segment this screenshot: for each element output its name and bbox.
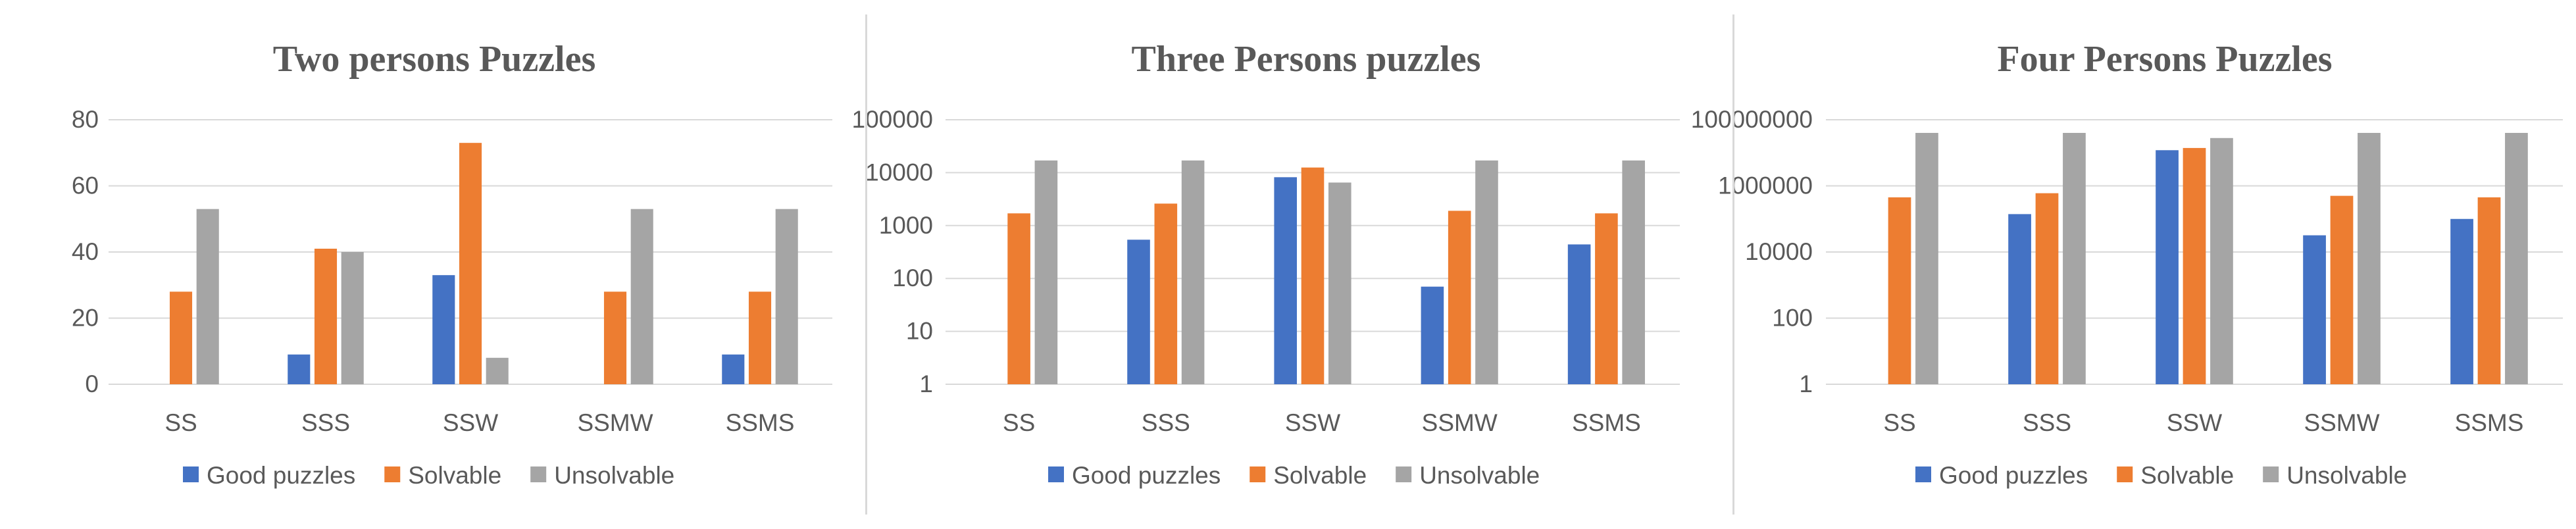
y-tick-label: 10000 (865, 159, 933, 186)
bar-solvable-ssw (1301, 167, 1325, 384)
x-tick-label: SSMS (1572, 409, 1641, 436)
y-tick-label: 20 (72, 305, 99, 332)
bar-unsolvable-sss (1181, 160, 1205, 385)
bar-unsolvable-ssw (486, 357, 509, 384)
chart-title-1: Two persons Puzzles (273, 39, 596, 80)
bar-unsolvable-ssms (1622, 160, 1645, 385)
x-tick-label: SSS (301, 409, 350, 436)
legend-label: Unsolvable (554, 462, 674, 489)
x-tick-label: SSMW (2304, 409, 2379, 436)
y-tick-label: 0 (85, 370, 99, 397)
x-tick-label: SSS (1142, 409, 1190, 436)
x-tick-label: SS (1883, 409, 1915, 436)
legend-swatch (2263, 466, 2279, 482)
legend-label: Solvable (408, 462, 501, 489)
bar-solvable-sss (2035, 193, 2059, 384)
bar-unsolvable-sss (341, 252, 364, 384)
x-tick-label: SS (1003, 409, 1035, 436)
legend-swatch (2117, 466, 2133, 482)
legend-swatch (1396, 466, 1412, 482)
y-tick-label: 100 (1772, 305, 1813, 332)
bar-good-puzzles-ssms (2450, 218, 2473, 384)
legend-label: Good puzzles (207, 462, 355, 489)
y-tick-label: 10000 (1745, 238, 1813, 265)
legend-label: Solvable (2140, 462, 2234, 489)
x-tick-label: SSW (2167, 409, 2222, 436)
bar-good-puzzles-ssw (1274, 177, 1298, 384)
y-tick-label: 10 (906, 318, 933, 345)
legend-label: Good puzzles (1939, 462, 2088, 489)
panel-divider-1 (865, 14, 867, 515)
bar-solvable-ssms (2477, 197, 2501, 384)
y-tick-label: 40 (72, 238, 99, 265)
y-tick-label: 100000 (852, 106, 933, 133)
y-tick-label: 60 (72, 172, 99, 199)
bar-solvable-ssw (2183, 147, 2206, 385)
bar-unsolvable-ssw (2210, 138, 2233, 384)
y-tick-label: 100 (892, 264, 933, 291)
bar-solvable-ss (1007, 213, 1030, 384)
x-tick-label: SSW (1285, 409, 1340, 436)
legend-label: Unsolvable (2286, 462, 2407, 489)
legend-swatch (1048, 466, 1064, 482)
bar-solvable-ss (169, 291, 193, 384)
bar-good-puzzles-ssmw (2303, 235, 2326, 384)
bar-good-puzzles-sss (1127, 239, 1150, 384)
y-tick-label: 100000000 (1691, 106, 1813, 133)
legend-label: Solvable (1273, 462, 1367, 489)
bar-solvable-ssmw (603, 291, 627, 384)
legend-swatch (1250, 466, 1266, 482)
bar-solvable-sss (314, 248, 338, 384)
bar-solvable-ssmw (2330, 195, 2354, 384)
x-tick-label: SSMS (726, 409, 795, 436)
x-tick-label: SSMS (2455, 409, 2524, 436)
legend-swatch (384, 466, 401, 482)
bar-solvable-ssw (459, 143, 482, 385)
bar-unsolvable-ssms (775, 209, 798, 384)
legend-swatch (1915, 466, 1931, 482)
bar-good-puzzles-sss (2008, 214, 2031, 384)
bar-good-puzzles-ssmw (1421, 286, 1444, 384)
bar-unsolvable-ss (1034, 160, 1058, 385)
y-tick-label: 1 (1799, 370, 1813, 397)
bar-unsolvable-sss (2063, 132, 2086, 384)
bar-solvable-ssmw (1448, 211, 1471, 384)
bar-unsolvable-ssw (1328, 182, 1351, 384)
y-tick-label: 1 (919, 370, 933, 397)
chart-title-2: Three Persons puzzles (1132, 39, 1481, 80)
x-tick-label: SS (164, 409, 197, 436)
x-tick-label: SSMW (577, 409, 653, 436)
y-tick-label: 80 (72, 106, 99, 133)
bar-unsolvable-ssmw (630, 209, 653, 384)
bar-unsolvable-ssms (2505, 132, 2528, 384)
bar-good-puzzles-ssms (1567, 244, 1591, 384)
panel-divider-2 (1732, 14, 1734, 515)
legend-label: Good puzzles (1072, 462, 1221, 489)
bar-solvable-ssms (1595, 213, 1618, 384)
x-tick-label: SSS (2023, 409, 2071, 436)
legend-swatch (183, 466, 199, 482)
y-tick-label: 1000 (879, 212, 933, 239)
x-tick-label: SSW (443, 409, 498, 436)
x-tick-label: SSMW (1422, 409, 1498, 436)
bar-unsolvable-ssmw (1475, 160, 1498, 385)
legend-label: Unsolvable (1419, 462, 1540, 489)
chart-title-3: Four Persons Puzzles (1997, 39, 2332, 80)
bar-solvable-ssms (748, 291, 772, 384)
bar-solvable-sss (1154, 203, 1178, 384)
legend-swatch (530, 466, 547, 482)
bar-good-puzzles-ssw (432, 275, 455, 384)
bar-solvable-ss (1888, 197, 1911, 384)
bar-unsolvable-ss (1915, 132, 1938, 384)
bar-unsolvable-ssmw (2358, 132, 2381, 384)
bar-good-puzzles-sss (288, 354, 311, 384)
bar-good-puzzles-ssms (722, 354, 745, 384)
bar-good-puzzles-ssw (2156, 150, 2179, 384)
bar-unsolvable-ss (196, 209, 219, 384)
